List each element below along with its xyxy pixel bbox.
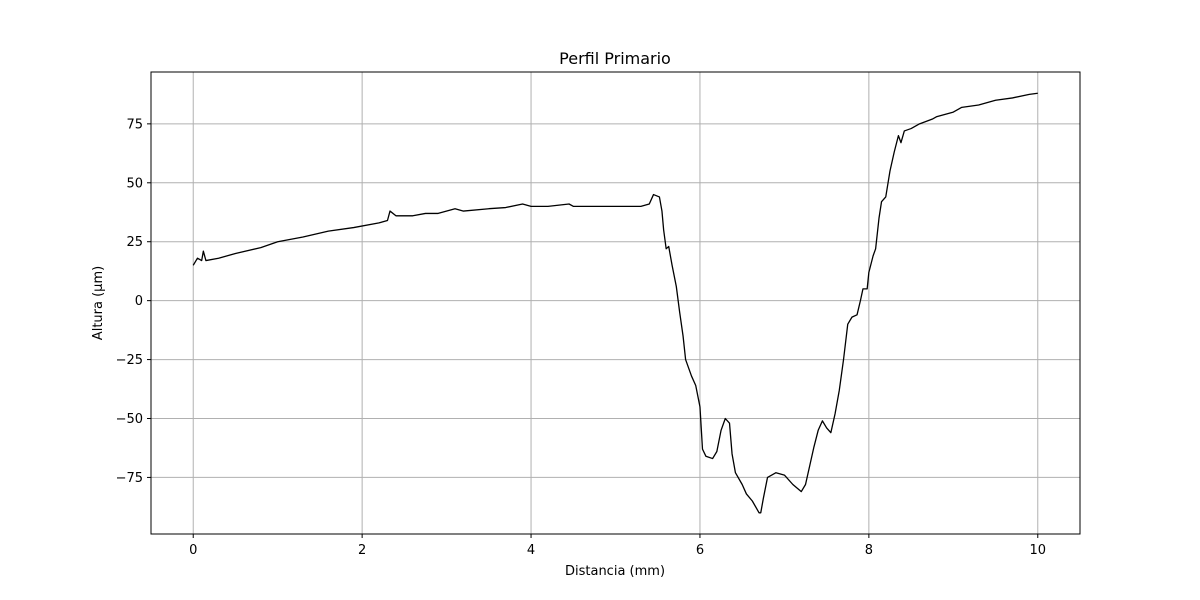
x-tick-label: 10 [1029, 543, 1046, 558]
x-tick-label: 6 [696, 543, 704, 558]
x-axis-label: Distancia (mm) [565, 564, 665, 579]
plot-frame [150, 71, 1081, 535]
chart-title: Perfil Primario [559, 49, 671, 68]
y-tick-label: 75 [126, 117, 143, 132]
y-tick-label: −50 [116, 412, 143, 427]
x-tick-label: 8 [865, 543, 873, 558]
x-tick-label: 2 [358, 543, 366, 558]
y-tick-label: 25 [126, 235, 143, 250]
y-tick-label: 0 [135, 294, 143, 309]
y-tick-label: 50 [126, 176, 143, 191]
x-tick-label: 0 [189, 543, 197, 558]
y-tick-label: −25 [116, 353, 143, 368]
x-tick-label: 4 [527, 543, 535, 558]
y-tick-label: −75 [116, 471, 143, 486]
profile-line [192, 92, 1038, 514]
y-axis-label: Altura (µm) [91, 266, 106, 340]
